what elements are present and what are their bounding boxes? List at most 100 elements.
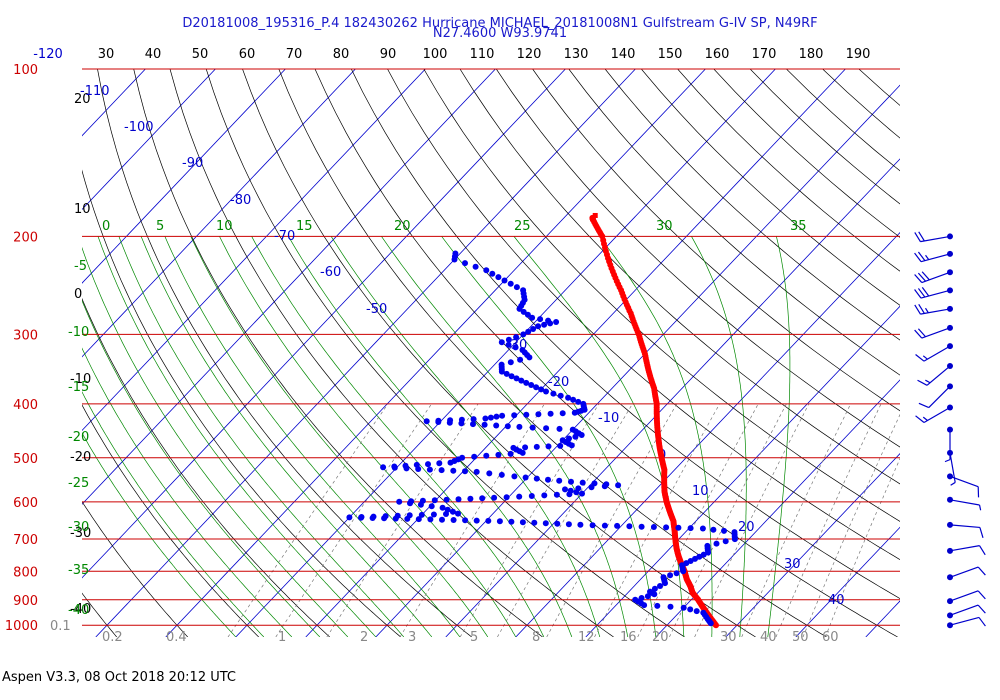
dewpoint-point	[462, 260, 468, 267]
dewpoint-point	[569, 426, 576, 433]
chart-subtitle: N27.4600 W93.9741	[432, 26, 568, 41]
dewpoint-point	[721, 527, 727, 534]
wind-barb-flag	[979, 545, 986, 556]
dewpoint-point	[522, 474, 529, 481]
mixing-ratio-line	[775, 403, 882, 637]
dewpoint-point	[562, 486, 568, 493]
moist-adiabat-line	[82, 391, 265, 637]
dewpoint-point	[449, 508, 456, 515]
dewpoint-point	[523, 379, 530, 386]
wind-barb-flag	[918, 402, 930, 409]
dewpoint-point	[638, 595, 645, 601]
isotherm-label: -110	[80, 84, 110, 99]
dewpoint-point	[589, 522, 596, 529]
dewpoint-point	[559, 437, 566, 444]
dewpoint-point	[511, 412, 518, 419]
wind-barb-flag	[917, 272, 927, 282]
mixing-ratio-line	[741, 403, 852, 637]
dewpoint-point	[516, 493, 523, 500]
dry-adiabat-line	[133, 69, 543, 637]
dry-adiabat-label: -20	[70, 450, 91, 465]
moist-adiabat-line	[330, 236, 601, 637]
dewpoint-point	[511, 473, 518, 480]
isotherm-line	[0, 69, 5, 637]
wind-barb-staff	[926, 365, 951, 386]
dewpoint-point	[654, 602, 661, 609]
dewpoint-point	[556, 425, 563, 432]
dewpoint-point	[503, 370, 510, 377]
mixing-ratio-label: 40	[760, 630, 777, 645]
wind-barb-flag	[914, 289, 922, 299]
dewpoint-point	[508, 373, 515, 380]
dewpoint-point	[452, 250, 459, 257]
top-axis-tick-label: 160	[705, 47, 730, 62]
dewpoint-point	[542, 520, 549, 527]
wind-barb-flag	[979, 527, 984, 538]
dewpoint-point	[626, 523, 633, 530]
isotherm-label: -80	[230, 193, 251, 208]
wind-barb-flag	[915, 354, 925, 362]
dewpoint-point	[520, 331, 527, 338]
top-axis-tick-label: 50	[192, 47, 209, 62]
dewpoint-point	[394, 512, 401, 519]
moist-adiabat-label: 15	[296, 219, 313, 234]
dewpoint-point	[495, 451, 502, 458]
dewpoint-point	[473, 468, 480, 475]
dewpoint-point	[406, 512, 413, 519]
pressure-tick-label: 100	[13, 63, 38, 78]
dewpoint-point	[533, 475, 540, 482]
top-axis-tick-label: 100	[423, 47, 448, 62]
pressure-tick-label: 900	[13, 594, 38, 609]
dewpoint-point	[565, 394, 572, 401]
moist-adiabat-line	[381, 236, 629, 637]
dry-adiabat-line	[350, 69, 900, 600]
dewpoint-point	[580, 400, 587, 407]
dewpoint-point	[483, 452, 490, 459]
moist-adiabat-label: 30	[656, 219, 673, 234]
dewpoint-point	[700, 609, 707, 616]
dry-adiabat-label: -10	[70, 372, 91, 387]
wind-barb-staff	[920, 235, 951, 243]
dewpoint-point	[556, 477, 563, 484]
dewpoint-point	[495, 274, 502, 281]
chart-title: D20181008_195316_P.4 182430262 Hurricane…	[182, 16, 818, 31]
mixing-ratio-line	[546, 403, 678, 637]
dewpoint-point	[498, 361, 505, 368]
dewpoint-point	[516, 423, 523, 430]
wind-barb-staff	[921, 271, 951, 284]
isotherm-line	[936, 69, 1000, 637]
dewpoint-point	[545, 317, 552, 324]
dewpoint-point	[428, 503, 435, 510]
moist-adiabat-line	[599, 236, 713, 637]
dewpoint-point	[455, 496, 462, 503]
dewpoint-point	[380, 464, 387, 471]
dewpoint-point	[545, 443, 552, 450]
dewpoint-point	[443, 496, 450, 503]
dewpoint-point	[614, 522, 621, 529]
top-axis-tick-label: 30	[98, 47, 115, 62]
dewpoint-point	[535, 323, 542, 330]
dewpoint-point	[530, 326, 537, 332]
moist-adiabat-label: -35	[68, 563, 89, 578]
dewpoint-point	[512, 344, 519, 351]
dewpoint-point	[462, 468, 468, 475]
wind-barb-flag	[914, 329, 923, 339]
dewpoint-point	[447, 417, 454, 424]
mixing-ratio-line	[459, 403, 600, 637]
dewpoint-point	[533, 384, 540, 391]
wind-barb-flag	[917, 379, 928, 386]
dewpoint-point	[575, 398, 582, 405]
pressure-tick-label: 300	[13, 328, 38, 343]
moist-adiabat-label: -20	[68, 430, 89, 445]
dewpoint-point	[568, 478, 574, 485]
wind-barb-staff	[920, 253, 951, 263]
top-axis-tick-label: 180	[799, 47, 824, 62]
isotherm-line	[305, 69, 846, 637]
dry-adiabat-label: -30	[70, 526, 91, 541]
dewpoint-point	[570, 396, 577, 403]
moist-adiabat-label: -40	[68, 603, 89, 618]
mixing-ratio-label: 12	[578, 630, 595, 645]
wind-barb-flag	[915, 415, 925, 423]
dewpoint-point	[479, 495, 486, 502]
dewpoint-point	[499, 412, 506, 419]
